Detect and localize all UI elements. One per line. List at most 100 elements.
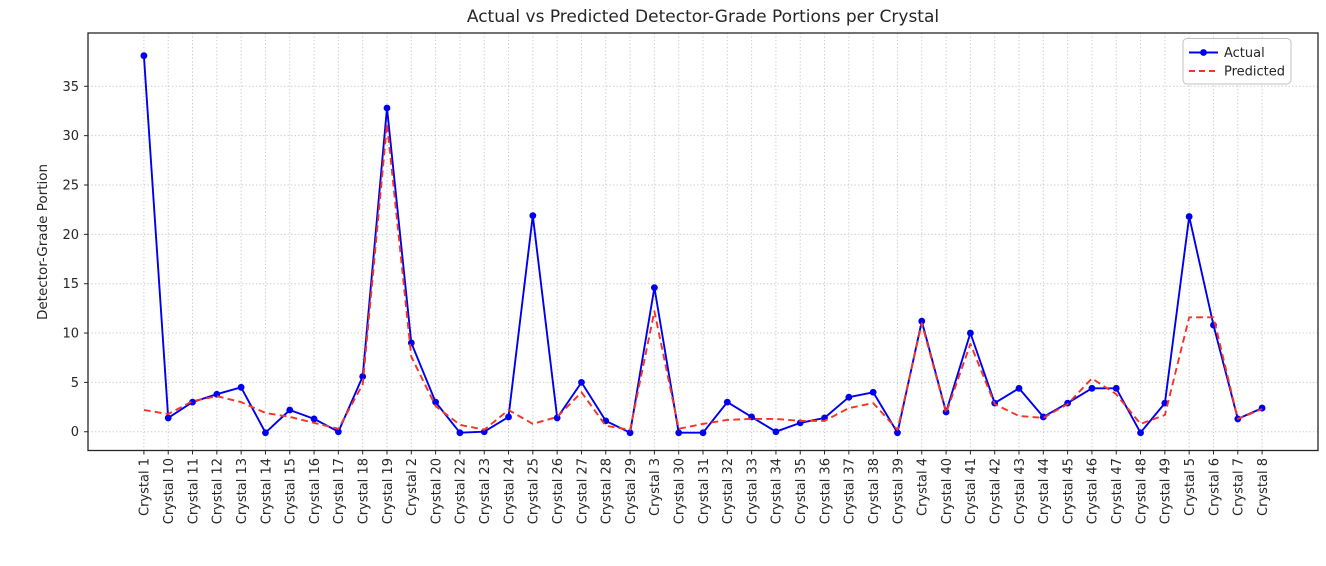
y-axis-label: Detector-Grade Portion [35, 164, 51, 320]
chart-title: Actual vs Predicted Detector-Grade Porti… [467, 7, 939, 27]
x-tick-label: Crystal 2 [405, 458, 420, 516]
actual-point [334, 428, 342, 436]
legend-marker [1200, 49, 1207, 56]
legend-label-actual: Actual [1224, 46, 1265, 61]
actual-point [699, 429, 707, 437]
x-tick-label: Crystal 8 [1256, 458, 1271, 516]
x-tick-label: Crystal 46 [1086, 458, 1101, 524]
actual-point [1015, 384, 1023, 392]
actual-point [140, 52, 148, 60]
x-tick-label: Crystal 7 [1232, 458, 1247, 516]
x-tick-label: Crystal 48 [1134, 458, 1149, 524]
x-tick-label: Crystal 29 [624, 458, 639, 524]
x-tick-label: Crystal 14 [259, 458, 274, 524]
actual-point [578, 378, 585, 386]
actual-point [626, 429, 634, 437]
actual-point [359, 373, 367, 380]
actual-point [456, 429, 464, 437]
actual-point [966, 329, 974, 337]
x-tick-label: Crystal 3 [648, 458, 663, 516]
predicted-line [143, 122, 1263, 431]
x-tick-label: Crystal 18 [356, 458, 371, 524]
actual-point [1185, 213, 1193, 220]
x-tick-label: Crystal 39 [891, 458, 906, 524]
x-tick-label: Crystal 34 [770, 458, 785, 524]
series-layer [140, 52, 1266, 437]
x-tick-label: Crystal 31 [697, 458, 712, 524]
grid-layer [88, 33, 1318, 451]
x-tick-label: Crystal 45 [1061, 458, 1076, 524]
plot-frame [87, 32, 1319, 452]
y-tick-label: 5 [71, 376, 79, 391]
x-tick-label: Crystal 28 [600, 458, 615, 524]
x-tick-label: Crystal 35 [794, 458, 809, 524]
actual-point [407, 339, 415, 347]
actual-point [286, 406, 294, 414]
legend: Actual Predicted [1182, 38, 1292, 85]
actual-point [262, 429, 269, 437]
x-tick-label: Crystal 10 [162, 458, 177, 524]
x-tick-label: Crystal 23 [478, 458, 493, 524]
x-tick-label: Crystal 12 [211, 458, 226, 524]
x-tick-label: Crystal 13 [235, 458, 250, 524]
actual-point [894, 429, 901, 437]
x-tick-label: Crystal 44 [1037, 458, 1052, 524]
legend-box [1182, 38, 1292, 85]
x-tick-label: Crystal 36 [818, 458, 833, 524]
x-tick-label: Crystal 37 [843, 458, 858, 524]
x-tick-label: Crystal 17 [332, 458, 347, 524]
x-tick-label: Crystal 4 [916, 458, 931, 516]
actual-point [1137, 429, 1144, 437]
x-tick-label: Crystal 19 [381, 458, 396, 524]
y-tick-label: 15 [62, 277, 79, 292]
actual-point [164, 414, 172, 422]
x-tick-label: Crystal 5 [1183, 458, 1198, 516]
y-tick-label: 30 [62, 129, 79, 144]
actual-point [1088, 384, 1096, 392]
y-tick-label: 35 [62, 80, 79, 95]
actual-point [772, 428, 780, 436]
actual-point [529, 212, 537, 219]
x-axis-ticks: Crystal 1 Crystal 10 Crystal 11 Crystal 12 C… [138, 450, 1271, 524]
x-tick-label: Crystal 40 [940, 458, 955, 524]
actual-point [505, 413, 512, 421]
actual-point [723, 398, 731, 406]
x-tick-label: Crystal 27 [575, 458, 590, 524]
x-tick-label: Crystal 16 [308, 458, 323, 524]
actual-point [189, 398, 196, 406]
actual-point [845, 393, 853, 401]
x-tick-label: Crystal 49 [1159, 458, 1174, 524]
x-tick-label: Crystal 26 [551, 458, 566, 524]
actual-point [310, 415, 318, 423]
x-tick-label: Crystal 6 [1207, 458, 1222, 516]
actual-point [675, 429, 683, 437]
x-tick-label: Crystal 32 [721, 458, 736, 524]
y-tick-label: 25 [62, 178, 79, 193]
y-tick-label: 0 [71, 425, 79, 440]
x-tick-label: Crystal 43 [1013, 458, 1028, 524]
actual-point [869, 388, 877, 396]
x-tick-label: Crystal 30 [672, 458, 687, 524]
y-tick-label: 20 [62, 228, 79, 243]
actual-point [650, 284, 658, 292]
y-axis-ticks: 0 5 10 15 20 25 30 35 [62, 80, 88, 440]
x-tick-label: Crystal 25 [527, 458, 542, 524]
axes-layer [87, 32, 1319, 452]
actual-point [1112, 384, 1120, 392]
x-tick-label: Crystal 15 [284, 458, 299, 524]
actual-point [432, 398, 440, 406]
actual-point [383, 104, 391, 112]
x-tick-label: Crystal 33 [745, 458, 760, 524]
legend-label-predicted: Predicted [1224, 65, 1285, 80]
actual-point [918, 317, 926, 325]
x-tick-label: Crystal 41 [964, 458, 979, 524]
x-tick-label: Crystal 11 [186, 458, 201, 524]
actual-point [237, 383, 245, 391]
x-tick-label: Crystal 20 [429, 458, 444, 524]
x-tick-label: Crystal 42 [988, 458, 1003, 524]
y-tick-label: 10 [62, 327, 79, 342]
x-tick-label: Crystal 38 [867, 458, 882, 524]
x-tick-label: Crystal 24 [502, 458, 517, 524]
